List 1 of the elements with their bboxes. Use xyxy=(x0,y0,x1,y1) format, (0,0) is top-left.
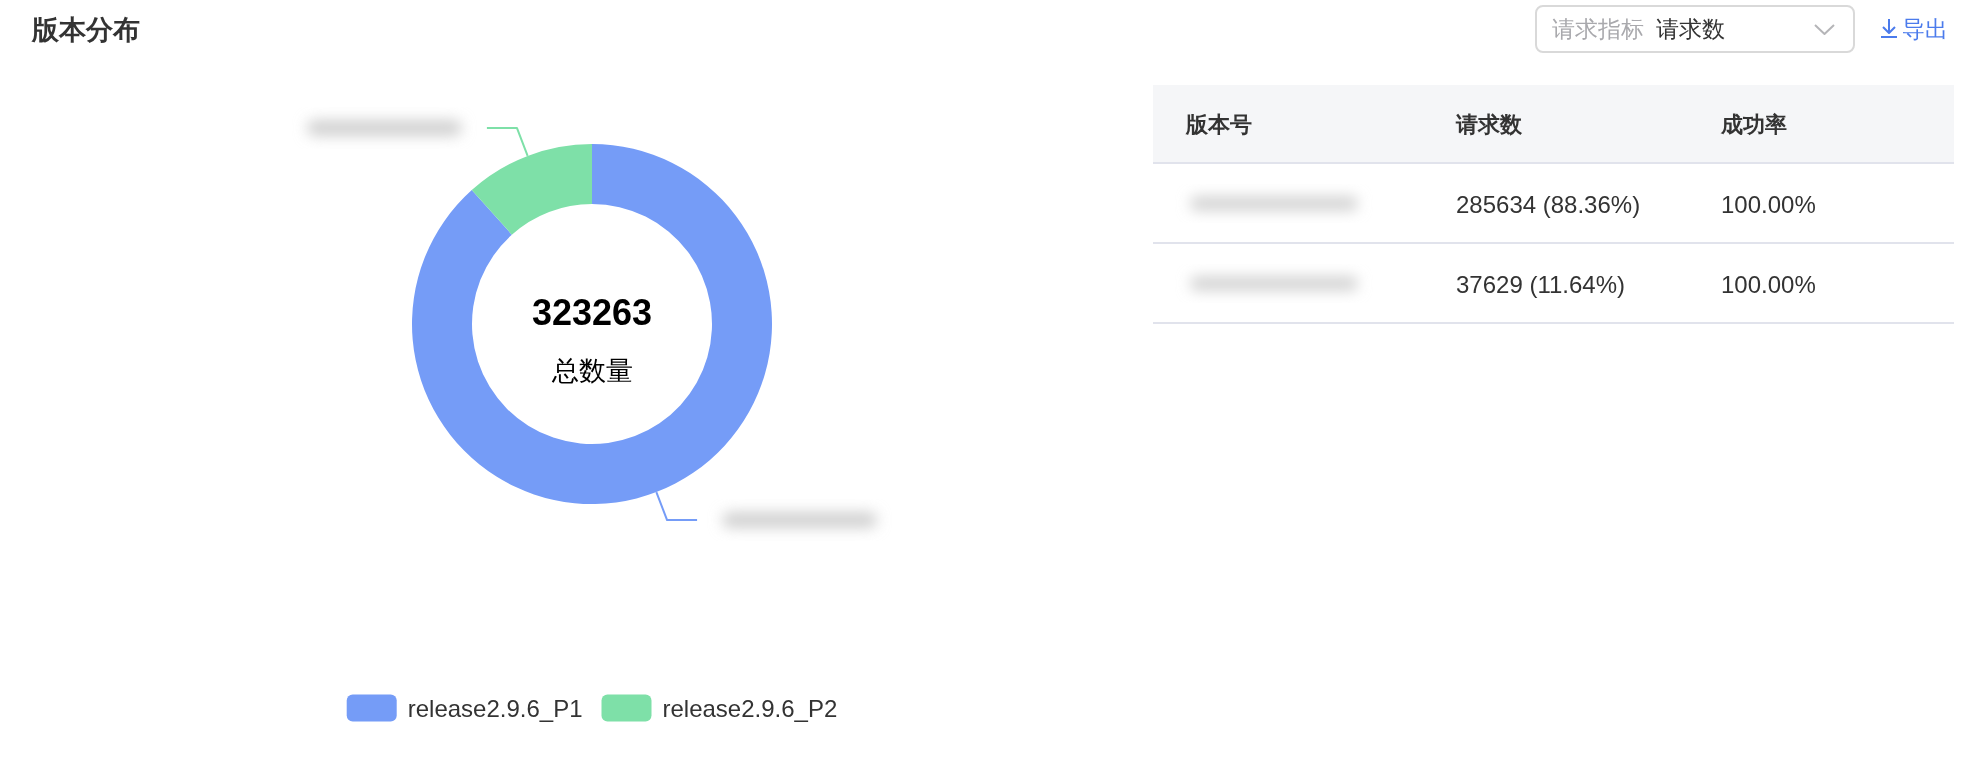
title: 版本分布 xyxy=(32,15,140,45)
